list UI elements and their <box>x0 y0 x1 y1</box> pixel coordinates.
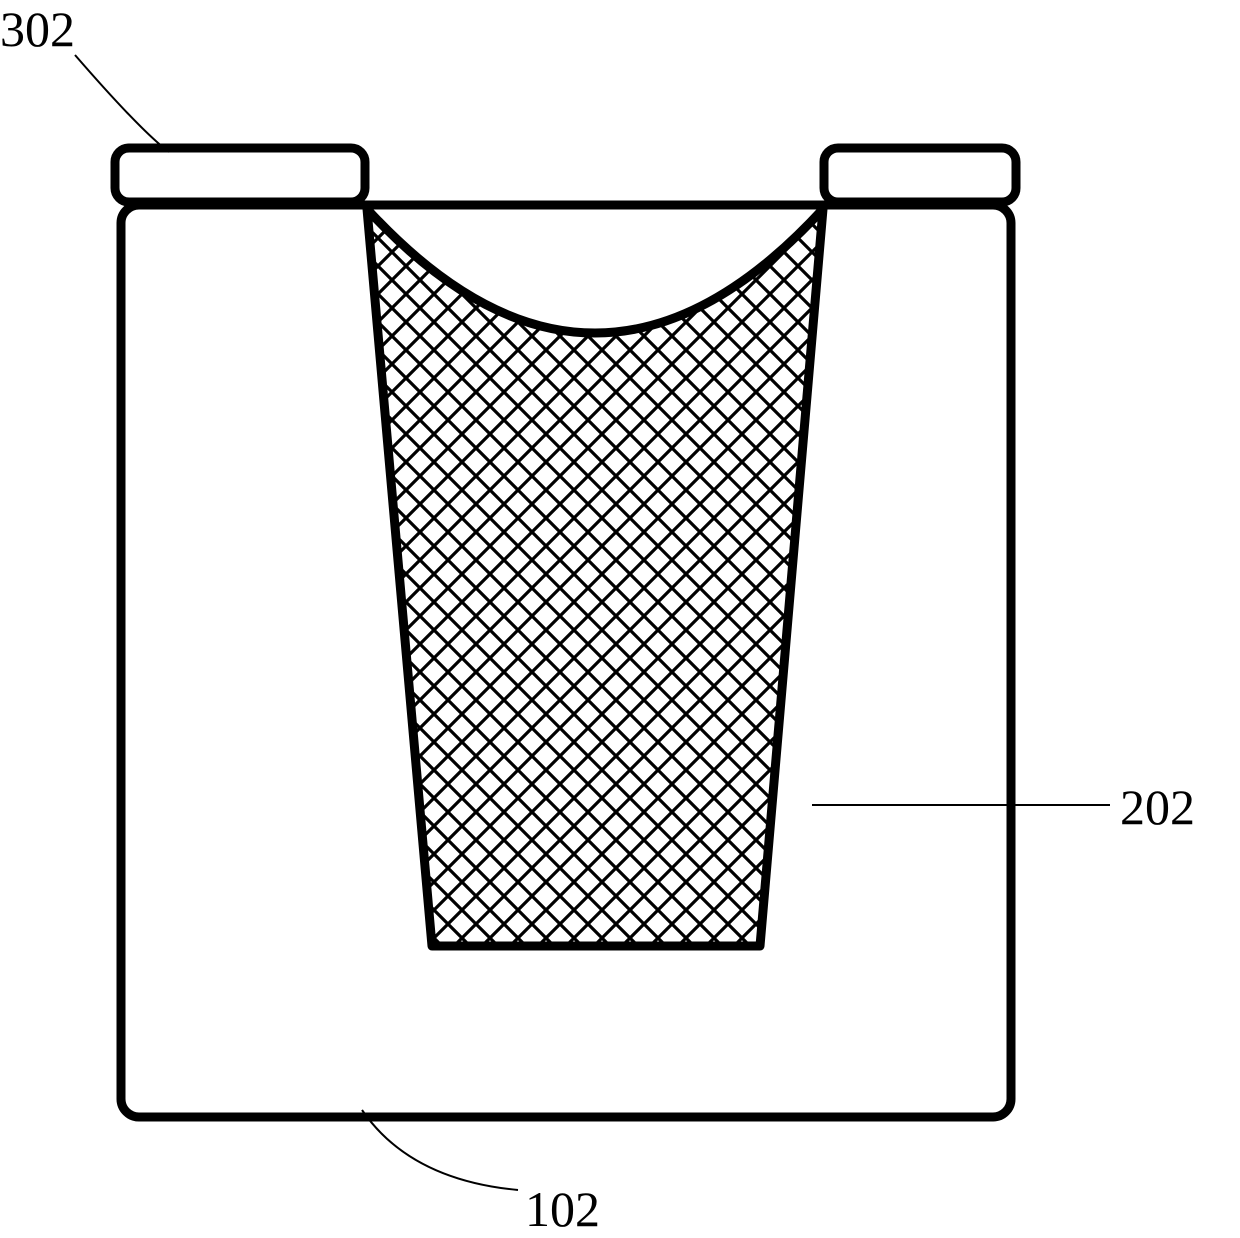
leader-302 <box>75 55 169 152</box>
top-bar-left <box>115 148 365 202</box>
diagram-svg <box>0 0 1240 1233</box>
leader-102 <box>362 1110 518 1190</box>
label-202: 202 <box>1120 778 1195 836</box>
top-bar-right <box>824 148 1016 202</box>
label-302: 302 <box>0 0 75 58</box>
label-102: 102 <box>525 1180 600 1238</box>
